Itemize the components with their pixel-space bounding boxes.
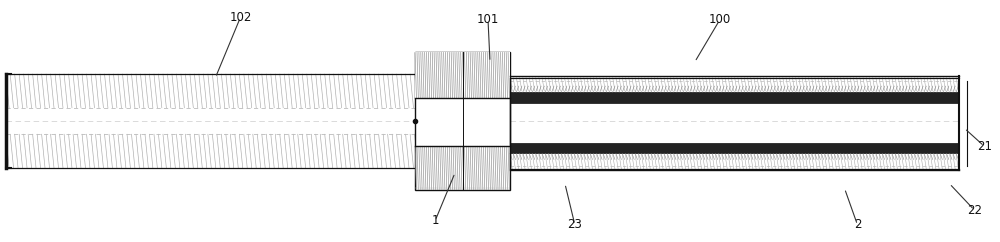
Text: 1: 1 (431, 214, 439, 227)
Text: 101: 101 (477, 14, 499, 26)
Bar (415, 53, 510, 98)
Text: 2: 2 (854, 219, 861, 231)
Text: 102: 102 (229, 11, 252, 24)
Bar (510, 143, 959, 153)
Bar (415, 53, 510, 189)
Text: 23: 23 (567, 219, 582, 231)
Text: 22: 22 (967, 204, 982, 217)
Bar (510, 92, 959, 103)
Text: 21: 21 (977, 140, 992, 153)
Text: 100: 100 (709, 14, 731, 26)
